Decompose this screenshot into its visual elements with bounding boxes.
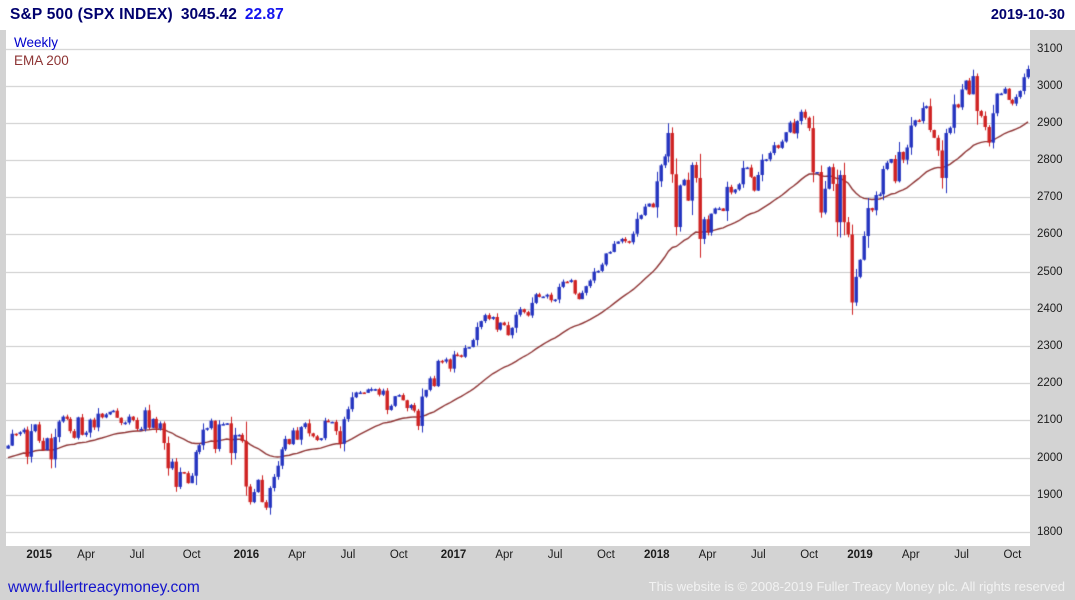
x-tick-label: Oct	[389, 549, 408, 561]
instrument-title: S&P 500 (SPX INDEX)	[10, 6, 173, 23]
x-tick-label: 2019	[847, 549, 873, 561]
y-tick-label: 3100	[1037, 42, 1063, 55]
x-tick-label: Oct	[596, 549, 615, 561]
x-tick-label: 2016	[233, 549, 260, 561]
chart-legend: Weekly EMA 200	[14, 35, 69, 68]
x-tick-label: Jul	[954, 549, 969, 561]
x-tick-label: Apr	[288, 549, 307, 561]
last-price: 3045.42	[180, 6, 237, 23]
y-tick-label: 2400	[1037, 302, 1063, 315]
y-tick-label: 2800	[1037, 154, 1063, 167]
x-tick-label: Oct	[800, 549, 819, 561]
x-tick-label: Apr	[901, 549, 920, 561]
x-tick-label: 2017	[440, 549, 467, 561]
x-tick-label: Jul	[751, 549, 766, 561]
x-tick-label: Jul	[129, 549, 145, 561]
y-tick-label: 2900	[1037, 116, 1063, 129]
price-chart-canvas	[6, 30, 1030, 546]
chart-header: S&P 500 (SPX INDEX) 3045.42 22.87 2019-1…	[0, 0, 1075, 30]
x-tick-label: Apr	[495, 549, 514, 561]
x-tick-label: Apr	[698, 549, 717, 561]
y-tick-label: 2600	[1037, 228, 1063, 241]
copyright-text: This website is © 2008-2019 Fuller Treac…	[648, 579, 1065, 594]
chart-date: 2019-10-30	[990, 7, 1065, 23]
y-tick-label: 1800	[1037, 525, 1063, 538]
x-tick-label: Jul	[340, 549, 356, 561]
y-tick-label: 2100	[1037, 414, 1063, 427]
website-link[interactable]: www.fullertreacymoney.com	[8, 579, 200, 596]
ema-legend-label: EMA 200	[14, 53, 69, 68]
x-tick-label: 2018	[643, 549, 670, 561]
change-value: 22.87	[244, 6, 284, 23]
chart-area: Weekly EMA 200 1800 1900 2000 2100 2200 2300 2…	[0, 30, 1075, 564]
x-tick-label: Jul	[547, 549, 563, 561]
y-tick-label: 2700	[1037, 191, 1063, 204]
x-tick-label: Oct	[182, 549, 201, 561]
page-footer: www.fullertreacymoney.com This website i…	[0, 564, 1075, 600]
y-tick-label: 2200	[1037, 377, 1063, 390]
x-tick-label: Oct	[1003, 549, 1022, 561]
chart-title-group: S&P 500 (SPX INDEX) 3045.42 22.87	[10, 6, 284, 24]
timeframe-label: Weekly	[14, 35, 59, 50]
y-tick-label: 2000	[1037, 451, 1063, 464]
x-tick-label: 2015	[26, 549, 53, 561]
y-tick-label: 1900	[1037, 488, 1063, 501]
x-tick-label: Apr	[77, 549, 96, 561]
y-tick-label: 3000	[1037, 79, 1063, 92]
y-tick-label: 2500	[1037, 265, 1063, 278]
y-tick-label: 2300	[1037, 339, 1063, 352]
